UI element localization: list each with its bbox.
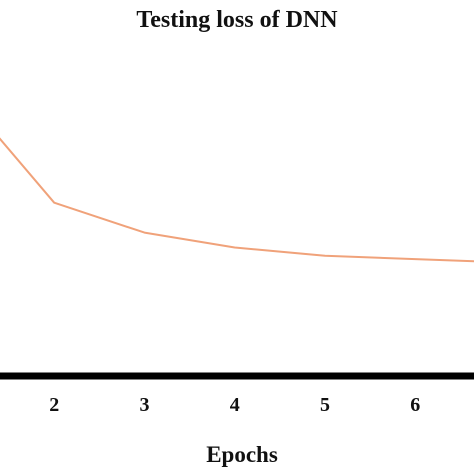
chart-title: Testing loss of DNN: [136, 7, 338, 33]
x-tick-label-2: 2: [49, 394, 59, 416]
plot-area: [0, 137, 474, 263]
series-line-1: [0, 137, 474, 263]
x-tick-label-5: 5: [320, 394, 330, 416]
x-tick-label-6: 6: [410, 394, 420, 416]
x-axis-label: Epochs: [206, 442, 278, 467]
x-tick-label-4: 4: [230, 394, 240, 416]
x-axis-ticks: 2 3 4 5 6: [49, 394, 420, 416]
x-tick-label-3: 3: [140, 394, 150, 416]
